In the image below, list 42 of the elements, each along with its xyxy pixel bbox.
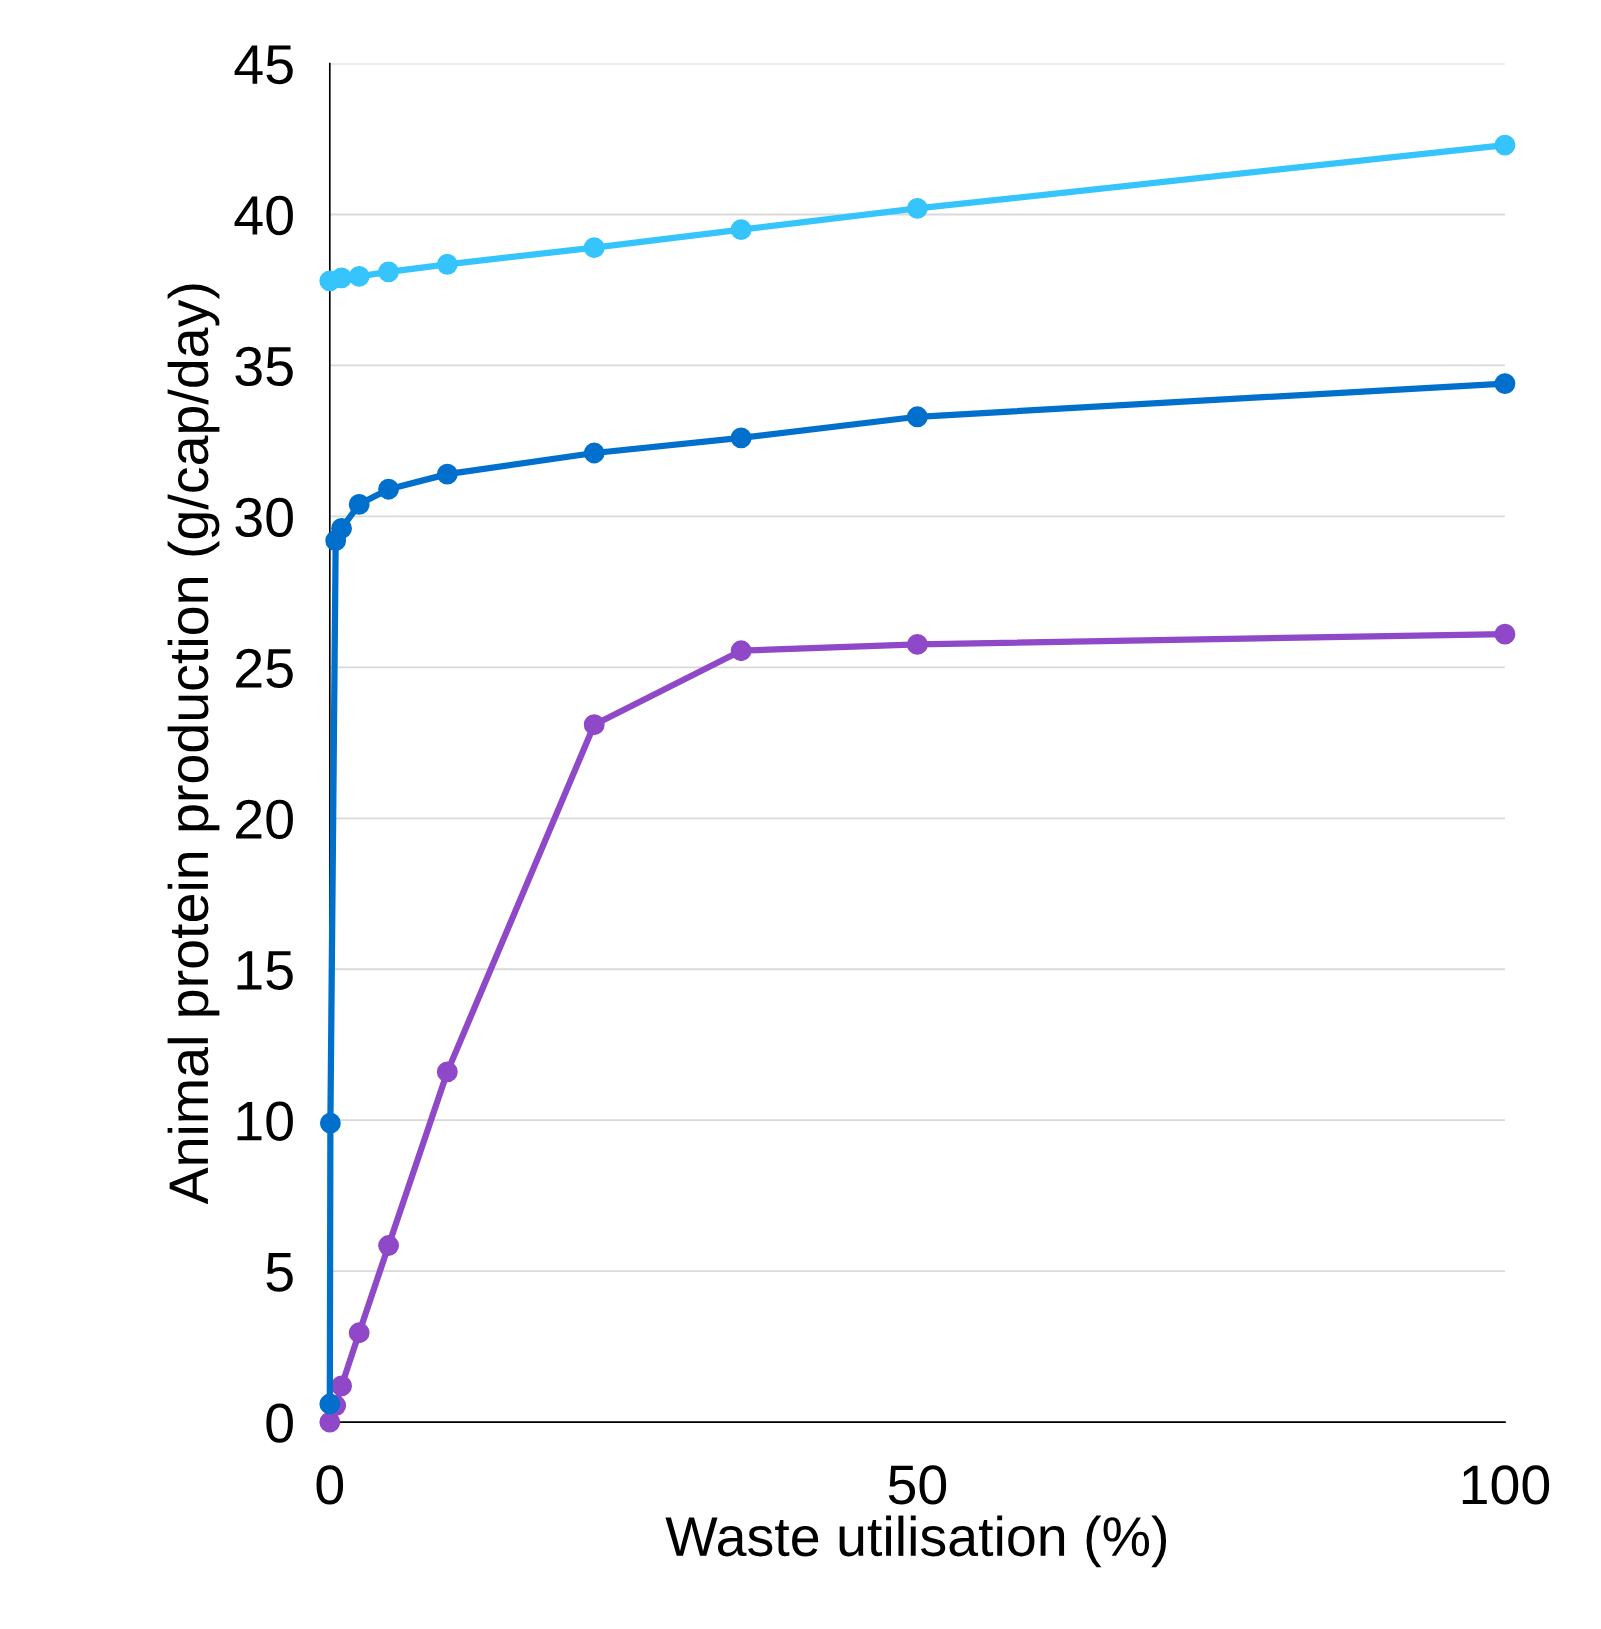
y-tick-label: 0 xyxy=(266,1403,293,1443)
y-tick-label: 20 xyxy=(236,799,293,839)
point xyxy=(319,1411,341,1433)
point xyxy=(906,633,928,655)
point xyxy=(319,1112,341,1134)
point xyxy=(730,219,752,240)
y-tick-label: 25 xyxy=(236,648,293,689)
point xyxy=(583,237,605,259)
y-tick-label: 10 xyxy=(237,1101,293,1141)
y-tick-label: 5 xyxy=(266,1253,293,1292)
point xyxy=(378,1235,399,1256)
point xyxy=(378,261,399,283)
x-tick-label: 100 xyxy=(1462,1465,1550,1505)
point xyxy=(348,493,370,515)
point xyxy=(1494,623,1516,645)
point xyxy=(1494,373,1516,394)
point xyxy=(906,406,928,428)
point xyxy=(906,198,928,219)
point xyxy=(331,1375,352,1397)
point xyxy=(436,463,458,485)
point xyxy=(348,265,370,287)
point xyxy=(378,478,399,500)
y-axis-title: Animal protein production (g/cap/day) xyxy=(167,284,220,1205)
x-axis-title: Waste utilisation (%) xyxy=(665,1515,1167,1568)
point xyxy=(1494,134,1516,156)
point xyxy=(348,1322,370,1344)
y-tick-label: 30 xyxy=(235,497,293,538)
point xyxy=(730,640,752,662)
point xyxy=(436,253,458,275)
point xyxy=(436,1061,458,1083)
y-tick-label: 40 xyxy=(234,195,293,236)
point xyxy=(583,714,605,736)
point xyxy=(319,1393,341,1415)
point xyxy=(730,427,752,449)
point xyxy=(583,442,605,464)
point xyxy=(331,267,352,289)
x-tick-label: 50 xyxy=(888,1465,947,1505)
point xyxy=(331,518,352,539)
x-tick-label: 0 xyxy=(316,1465,344,1505)
y-tick-label: 15 xyxy=(237,951,293,990)
y-tick-label: 45 xyxy=(234,45,293,85)
y-tick-label: 35 xyxy=(235,346,293,387)
